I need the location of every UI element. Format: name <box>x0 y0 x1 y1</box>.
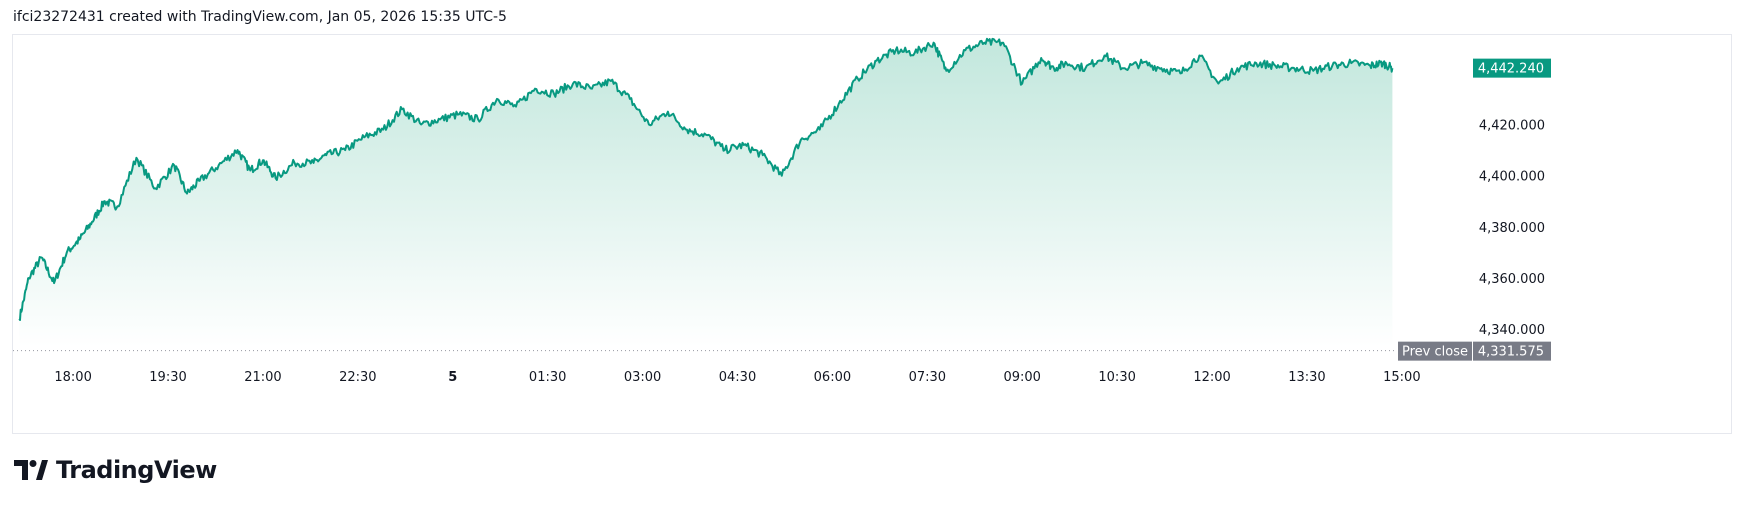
y-axis-tick-label: 4,360.000 <box>1479 272 1545 287</box>
x-axis-tick-label: 5 <box>448 370 457 385</box>
last-price-badge <box>1473 58 1551 78</box>
x-axis-tick-label: 09:00 <box>1003 370 1040 385</box>
prev-close-label: Prev close <box>1402 345 1468 360</box>
x-axis-tick-label: 01:30 <box>529 370 566 385</box>
tradingview-wordmark: TradingView <box>56 456 217 484</box>
prev-close-value-label: 4,331.575 <box>1478 345 1544 360</box>
price-area-fill <box>19 38 1393 348</box>
x-axis-tick-label: 13:30 <box>1288 370 1325 385</box>
y-axis-tick-label: 4,420.000 <box>1479 119 1545 134</box>
prev-close-badge <box>1398 341 1472 361</box>
x-axis-tick-label: 07:30 <box>909 370 946 385</box>
x-axis-tick-label: 03:00 <box>624 370 661 385</box>
tradingview-brand[interactable]: TradingView <box>14 456 217 484</box>
x-axis-tick-label: 04:30 <box>719 370 756 385</box>
x-axis-tick-label: 06:00 <box>814 370 851 385</box>
x-axis-tick-label: 19:30 <box>149 370 186 385</box>
x-axis-tick-label: 15:00 <box>1383 370 1420 385</box>
x-axis-tick-label: 18:00 <box>54 370 91 385</box>
chart-attribution-header: ifci23272431 created with TradingView.co… <box>13 9 507 25</box>
price-line <box>18 37 1394 321</box>
x-axis-tick-label: 10:30 <box>1098 370 1135 385</box>
tradingview-logo-icon <box>14 460 48 480</box>
y-axis-tick-label: 4,340.000 <box>1479 323 1545 338</box>
prev-close-value-badge <box>1473 341 1551 361</box>
x-axis-tick-label: 22:30 <box>339 370 376 385</box>
y-axis-tick-label: 4,400.000 <box>1479 170 1545 185</box>
price-chart[interactable]: 4,420.000 4,400.000 4,380.000 4,360.000 4,34… <box>13 35 1731 433</box>
x-axis-tick-label: 12:00 <box>1193 370 1230 385</box>
last-price-label: 4,442.240 <box>1478 62 1544 77</box>
chart-frame[interactable]: 4,420.000 4,400.000 4,380.000 4,360.000 4,34… <box>12 34 1732 434</box>
x-axis-tick-label: 21:00 <box>244 370 281 385</box>
y-axis-tick-label: 4,380.000 <box>1479 221 1545 236</box>
